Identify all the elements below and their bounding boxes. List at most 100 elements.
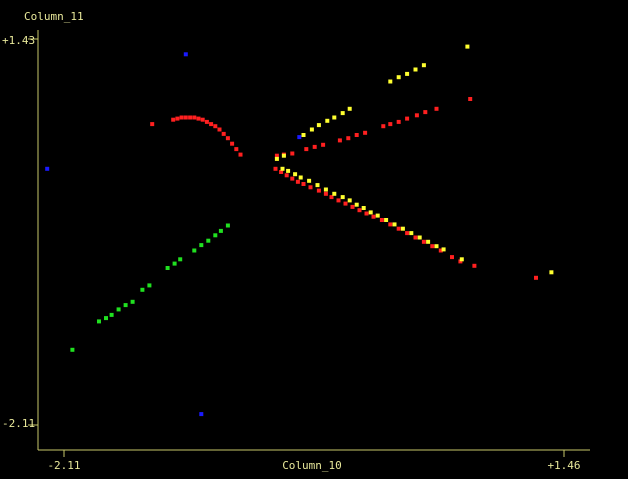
- data-point: [150, 122, 155, 127]
- data-point: [199, 412, 204, 417]
- data-point: [192, 248, 197, 253]
- data-point: [468, 97, 473, 101]
- data-point: [450, 255, 454, 260]
- data-point: [304, 147, 309, 152]
- data-point: [309, 127, 314, 132]
- data-points: [45, 44, 554, 417]
- data-point: [421, 63, 426, 68]
- x-tick-label-max: +1.46: [547, 459, 580, 472]
- data-point: [409, 231, 414, 236]
- data-point: [273, 166, 278, 171]
- data-point: [312, 144, 317, 149]
- data-point: [405, 116, 410, 121]
- data-point: [426, 239, 431, 244]
- data-point: [286, 168, 291, 173]
- data-point: [438, 248, 443, 253]
- data-point: [183, 52, 188, 57]
- data-point: [204, 119, 209, 124]
- data-point: [218, 228, 223, 233]
- data-point: [298, 175, 303, 180]
- data-point: [280, 166, 285, 171]
- data-point: [364, 211, 369, 216]
- data-point: [375, 213, 380, 218]
- data-point: [346, 136, 351, 141]
- data-point: [281, 153, 286, 158]
- data-point: [171, 117, 176, 122]
- data-point: [206, 238, 211, 243]
- data-point: [396, 226, 401, 231]
- data-point: [213, 233, 218, 238]
- data-point: [196, 116, 201, 121]
- data-point: [116, 307, 121, 312]
- data-point: [165, 266, 170, 270]
- data-point: [290, 151, 295, 156]
- data-point: [441, 247, 446, 252]
- data-point: [238, 152, 243, 157]
- data-point: [225, 136, 230, 141]
- data-point: [230, 141, 235, 146]
- data-point: [381, 124, 386, 129]
- data-point: [183, 115, 188, 120]
- series-1: [274, 44, 554, 275]
- data-point: [340, 195, 345, 200]
- data-point: [140, 287, 145, 292]
- data-point: [340, 111, 345, 116]
- data-point: [70, 347, 75, 352]
- data-point: [405, 231, 410, 236]
- data-point: [400, 226, 405, 231]
- data-point: [274, 153, 279, 158]
- data-point: [123, 303, 128, 308]
- data-point: [332, 191, 337, 196]
- data-point: [363, 130, 368, 135]
- axes: [28, 30, 590, 457]
- x-axis-label: Column_10: [282, 459, 342, 472]
- data-point: [284, 173, 289, 178]
- data-point: [343, 201, 348, 206]
- data-point: [459, 257, 464, 262]
- data-point: [405, 71, 410, 76]
- data-point: [465, 44, 470, 49]
- data-point: [234, 147, 239, 152]
- data-point: [315, 183, 320, 188]
- data-point: [396, 75, 401, 80]
- data-point: [290, 176, 295, 181]
- data-point: [413, 67, 418, 72]
- data-point: [430, 244, 435, 249]
- data-point: [368, 210, 373, 215]
- data-point: [336, 198, 341, 203]
- data-point: [384, 218, 389, 222]
- series-2: [70, 223, 230, 352]
- data-point: [221, 131, 226, 136]
- data-point: [192, 115, 197, 120]
- data-point: [379, 218, 384, 222]
- data-point: [225, 223, 230, 228]
- data-point: [45, 166, 50, 171]
- data-point: [472, 263, 477, 268]
- data-point: [347, 106, 352, 111]
- data-point: [347, 198, 352, 203]
- data-point: [178, 257, 183, 262]
- data-point: [301, 182, 306, 186]
- data-point: [217, 127, 222, 132]
- data-point: [350, 204, 355, 209]
- data-point: [199, 243, 204, 248]
- data-point: [417, 235, 422, 240]
- data-point: [325, 118, 330, 123]
- data-point: [213, 124, 218, 129]
- axis-labels: Column_11 +1.43 -2.11 -2.11 +1.46 Column_10: [2, 10, 581, 472]
- data-point: [388, 222, 393, 227]
- data-point: [392, 222, 397, 227]
- data-point: [458, 259, 463, 264]
- data-point: [179, 115, 184, 120]
- data-point: [388, 122, 393, 127]
- data-point: [434, 244, 439, 249]
- data-point: [293, 172, 298, 177]
- data-point: [104, 316, 108, 321]
- data-point: [413, 235, 418, 240]
- data-point: [388, 79, 393, 84]
- data-point: [357, 208, 362, 213]
- data-point: [354, 202, 359, 207]
- data-point: [549, 270, 554, 275]
- data-point: [297, 135, 302, 140]
